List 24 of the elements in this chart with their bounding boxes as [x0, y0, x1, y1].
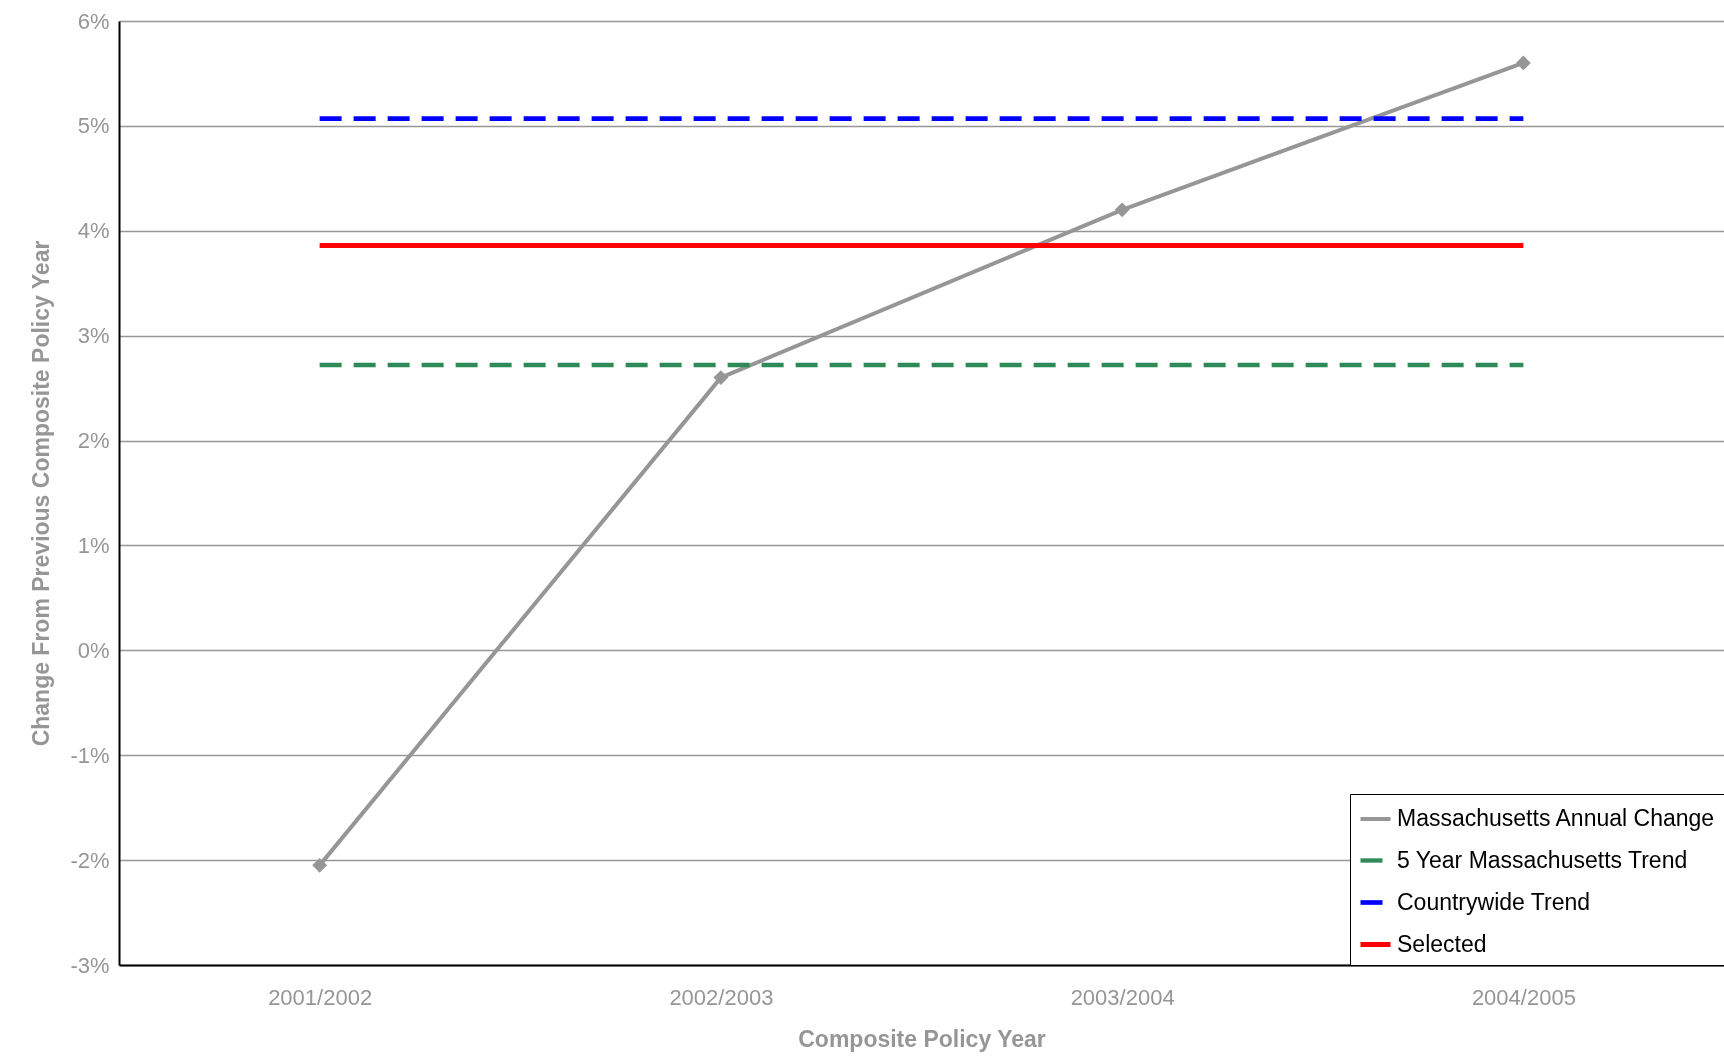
x-tick-label: 2001/2002	[268, 984, 373, 1010]
point	[312, 857, 328, 873]
y-tick-label: -2%	[70, 847, 110, 873]
y-tick-label: -1%	[70, 742, 110, 768]
legend-label: Countrywide Trend	[1397, 888, 1591, 915]
y-tick-label: -3%	[70, 952, 110, 978]
y-tick-label: 6%	[77, 8, 110, 34]
y-tick-label: 3%	[77, 323, 110, 349]
point	[1114, 202, 1130, 218]
point	[1515, 55, 1531, 71]
x-tick-label: 2004/2005	[1471, 984, 1576, 1010]
legend-label: 5 Year Massachusetts Trend	[1397, 846, 1688, 873]
point	[713, 370, 729, 386]
y-tick-label: 1%	[77, 532, 110, 558]
x-axis-title: Composite Policy Year	[798, 1025, 1046, 1052]
y-tick-label: 2%	[77, 428, 110, 454]
y-tick-label: 5%	[77, 113, 110, 139]
legend-label: Massachusetts Annual Change	[1397, 805, 1715, 831]
y-axis-title: Change From Previous Composite Policy Year	[28, 240, 55, 747]
y-tick-label: 4%	[77, 218, 110, 244]
y-tick-label: 0%	[77, 637, 110, 663]
x-tick-label: 2002/2003	[669, 984, 774, 1010]
legend-label: Selected	[1397, 930, 1487, 957]
x-tick-label: 2003/2004	[1070, 984, 1175, 1010]
